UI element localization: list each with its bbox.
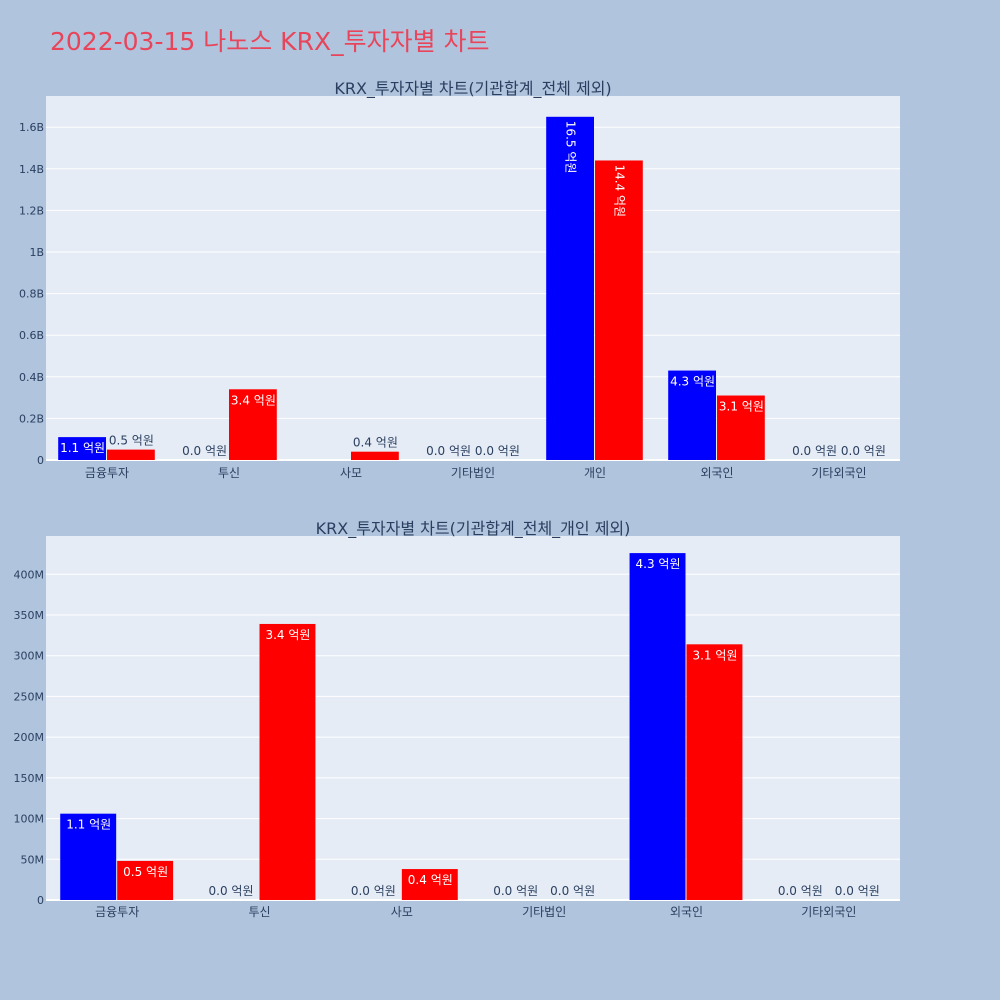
chart-title: KRX_투자자별 차트(기관합계_전체_개인 제외) [316,519,631,539]
bar [107,449,155,460]
data-label: 0.0 억원 [493,884,538,898]
bar [595,160,643,461]
data-label: 3.1 억원 [719,400,764,414]
data-label: 0.5 억원 [123,865,168,879]
data-label: 4.3 억원 [636,557,681,571]
data-label: 0.0 억원 [792,444,837,458]
data-label: 0.0 억원 [426,444,471,458]
x-tick-label: 투신 [218,466,240,480]
data-label: 0.0 억원 [209,884,254,898]
y-tick-label: 0.8B [19,288,44,301]
y-tick-label: 150M [14,772,45,785]
y-tick-label: 1.2B [19,204,44,217]
bar [401,869,458,900]
x-tick-label: 사모 [391,905,413,919]
data-label: 0.0 억원 [835,884,880,898]
data-label: 0.0 억원 [778,884,823,898]
y-tick-label: 0 [37,454,44,467]
data-label: 0.0 억원 [182,444,227,458]
bar [117,860,174,900]
x-tick-label: 기타외국인 [801,905,856,919]
bar [717,395,765,460]
y-tick-label: 0 [37,894,44,907]
y-tick-label: 50M [21,853,45,866]
data-label: 0.0 억원 [351,884,396,898]
data-label: 3.4 억원 [231,393,276,407]
plot-area [46,96,900,460]
y-tick-label: 300M [14,650,45,663]
data-label: 1.1 억원 [60,441,105,455]
x-tick-label: 투신 [248,905,270,919]
x-tick-label: 개인 [584,466,606,480]
page-title: 2022-03-15 나노스 KRX_투자자별 차트 [50,27,490,56]
y-tick-label: 100M [14,813,45,826]
y-tick-label: 400M [14,568,45,581]
data-label: 14.4 억원 [612,164,626,217]
bar [668,370,716,460]
x-tick-label: 사모 [340,466,362,480]
bar [629,553,686,900]
plot-area [46,536,900,900]
bar [351,451,399,460]
bar [229,389,277,460]
data-label: 3.4 억원 [265,628,310,642]
y-tick-label: 1.4B [19,163,44,176]
data-label: 0.5 억원 [109,434,154,448]
bar [60,813,117,900]
data-label: 0.0 억원 [550,884,595,898]
x-tick-label: 금융투자 [85,466,129,480]
y-tick-label: 0.6B [19,329,44,342]
data-label: 3.1 억원 [692,648,737,662]
y-tick-label: 0.2B [19,412,44,425]
x-tick-label: 기타법인 [522,905,566,919]
data-label: 0.0 억원 [841,444,886,458]
x-tick-label: 외국인 [670,905,703,919]
y-tick-label: 350M [14,609,45,622]
bar [686,644,743,900]
bar [546,116,594,461]
bar [259,623,316,900]
y-tick-label: 250M [14,690,45,703]
x-tick-label: 금융투자 [95,905,139,919]
y-tick-label: 200M [14,731,45,744]
x-tick-label: 기타법인 [451,466,495,480]
data-label: 1.1 억원 [66,818,111,832]
data-label: 0.4 억원 [408,873,453,887]
y-tick-label: 1.6B [19,121,44,134]
x-tick-label: 기타외국인 [811,466,866,480]
data-label: 4.3 억원 [670,375,715,389]
bar [58,437,106,460]
y-tick-label: 1B [29,246,44,259]
data-label: 16.5 억원 [564,121,578,174]
y-tick-label: 0.4B [19,371,44,384]
data-label: 0.4 억원 [353,436,398,450]
data-label: 0.0 억원 [475,444,520,458]
chart-title: KRX_투자자별 차트(기관합계_전체 제외) [334,79,611,99]
x-tick-label: 외국인 [700,466,733,480]
